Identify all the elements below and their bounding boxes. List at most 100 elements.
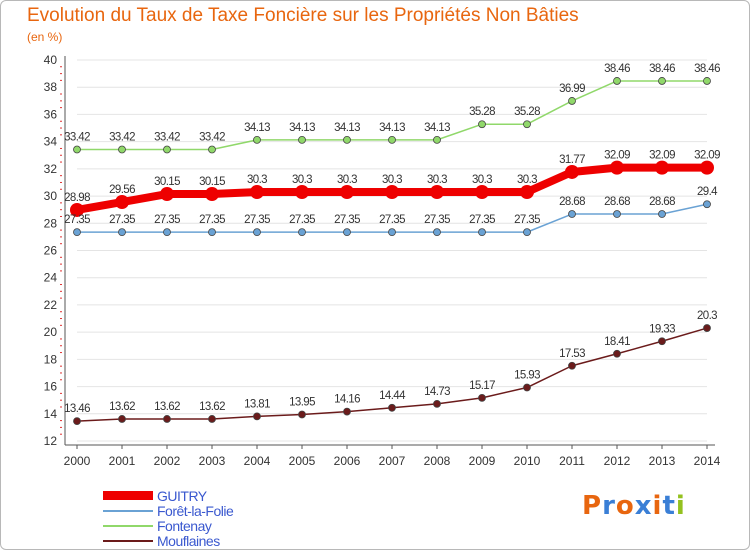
data-label-fontenay: 33.42	[64, 132, 90, 144]
data-label-fontenay: 38.46	[649, 63, 675, 75]
data-label-mouflaines: 13.81	[244, 398, 270, 410]
data-label-foret-la-folie: 28.68	[649, 196, 675, 208]
x-tick-label-2013: 2013	[649, 454, 676, 468]
y-tick-label-24: 24	[44, 271, 58, 285]
x-tick-label-2011: 2011	[559, 454, 585, 468]
legend: GUITRY Forêt-la-Folie Fontenay Mouflaine…	[103, 487, 234, 549]
data-label-mouflaines: 18.41	[604, 336, 630, 348]
data-label-guitry: 30.3	[427, 174, 447, 186]
data-label-guitry: 30.3	[517, 174, 537, 186]
data-point-foret-la-folie	[658, 210, 666, 218]
data-label-mouflaines: 14.16	[334, 394, 360, 406]
data-point-foret-la-folie	[703, 200, 711, 209]
data-label-fontenay: 34.13	[289, 122, 315, 134]
data-point-guitry	[475, 184, 489, 199]
data-label-mouflaines: 15.93	[514, 370, 540, 382]
data-label-mouflaines: 19.33	[649, 323, 675, 335]
data-point-mouflaines	[163, 415, 171, 423]
data-point-mouflaines	[253, 412, 261, 421]
legend-item-foret-la-folie: Forêt-la-Folie	[103, 502, 234, 519]
data-point-guitry	[565, 164, 579, 179]
data-label-fontenay: 33.42	[154, 132, 180, 144]
data-label-mouflaines: 14.44	[379, 390, 406, 402]
data-point-fontenay	[118, 145, 126, 154]
data-label-mouflaines: 14.73	[424, 386, 450, 398]
data-label-foret-la-folie: 27.35	[244, 214, 270, 226]
data-point-foret-la-folie	[208, 228, 216, 237]
data-point-mouflaines	[208, 415, 216, 423]
x-tick-label-2003: 2003	[199, 454, 226, 468]
data-point-fontenay	[703, 77, 711, 85]
data-label-fontenay: 33.42	[199, 132, 225, 144]
data-label-guitry: 30.3	[292, 174, 312, 186]
data-label-mouflaines: 17.53	[559, 348, 585, 360]
data-point-foret-la-folie	[433, 228, 441, 237]
data-point-mouflaines	[298, 410, 306, 419]
legend-label-foret-la-folie: Forêt-la-Folie	[157, 502, 234, 519]
x-tick-label-2012: 2012	[604, 454, 631, 468]
data-label-mouflaines: 13.62	[109, 401, 135, 413]
x-tick-label-2000: 2000	[64, 454, 91, 468]
data-point-guitry	[115, 195, 129, 210]
data-label-foret-la-folie: 27.35	[289, 214, 315, 226]
data-point-mouflaines	[433, 399, 441, 408]
legend-item-mouflaines: Mouflaines	[103, 533, 233, 549]
data-label-guitry: 30.3	[247, 174, 267, 186]
chart-title: Evolution du Taux de Taxe Foncière sur l…	[27, 5, 579, 26]
legend-swatch-foret-la-folie	[103, 509, 153, 512]
x-tick-label-2008: 2008	[424, 454, 451, 468]
data-point-foret-la-folie	[568, 210, 576, 218]
data-label-fontenay: 34.13	[244, 122, 270, 134]
y-tick-label-22: 22	[44, 298, 58, 312]
data-point-foret-la-folie	[73, 228, 81, 237]
data-point-mouflaines	[73, 417, 81, 426]
data-point-guitry	[295, 184, 309, 199]
series-lines	[70, 77, 714, 426]
grid-lines	[77, 59, 707, 442]
legend-swatch-guitry	[103, 491, 153, 500]
data-label-mouflaines: 15.17	[469, 380, 495, 392]
data-label-guitry: 28.98	[64, 192, 90, 204]
data-label-fontenay: 34.13	[379, 122, 405, 134]
data-label-foret-la-folie: 27.35	[64, 214, 90, 226]
data-point-mouflaines	[568, 361, 576, 370]
x-tick-label-2009: 2009	[469, 454, 496, 468]
data-point-mouflaines	[118, 415, 126, 423]
logo-letter: P	[582, 491, 603, 521]
axes: 12 14 16 18 20 22 24 26 28 30 32 34 36 38 40 2000 2001 20…	[44, 53, 721, 468]
legend-label-guitry: GUITRY	[157, 487, 207, 504]
data-point-fontenay	[343, 135, 351, 144]
data-point-guitry	[655, 160, 669, 175]
y-tick-label-26: 26	[44, 244, 58, 258]
y-tick-label-28: 28	[44, 216, 58, 230]
data-label-foret-la-folie: 27.35	[199, 214, 225, 226]
data-point-guitry	[250, 184, 264, 199]
data-point-guitry	[340, 184, 354, 199]
data-point-foret-la-folie	[613, 210, 621, 218]
logo-letter: o	[615, 491, 635, 521]
y-tick-label-36: 36	[44, 107, 58, 121]
data-label-guitry: 30.15	[154, 176, 180, 188]
data-label-guitry: 32.09	[604, 150, 630, 162]
x-tick-label-2001: 2001	[109, 454, 136, 468]
data-label-guitry: 32.09	[694, 150, 720, 162]
data-label-foret-la-folie: 27.35	[514, 214, 540, 226]
data-label-foret-la-folie: 27.35	[379, 214, 405, 226]
data-point-guitry	[430, 184, 444, 199]
x-tick-label-2010: 2010	[514, 454, 541, 468]
data-point-mouflaines	[343, 407, 351, 416]
data-label-fontenay: 38.46	[604, 63, 630, 75]
logo-letter: r	[602, 491, 616, 521]
legend-label-fontenay: Fontenay	[157, 517, 212, 534]
data-label-fontenay: 35.28	[514, 106, 540, 118]
data-point-foret-la-folie	[253, 228, 261, 237]
data-point-guitry	[700, 160, 714, 175]
data-label-foret-la-folie: 28.68	[559, 196, 585, 208]
data-point-guitry	[160, 187, 174, 202]
x-tick-label-2007: 2007	[379, 454, 406, 468]
data-point-mouflaines	[478, 393, 486, 402]
x-tick-label-2006: 2006	[334, 454, 361, 468]
x-tick-label-2014: 2014	[694, 454, 721, 468]
data-point-fontenay	[568, 97, 576, 105]
